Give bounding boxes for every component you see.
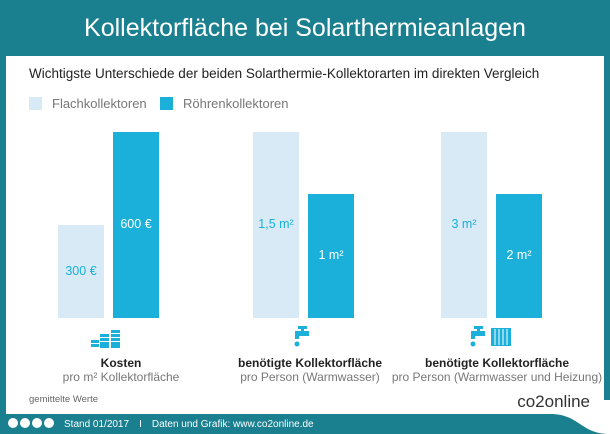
footer-stand: Stand 01/2017	[64, 418, 130, 430]
bar-roehren-0: 600 €	[113, 132, 159, 318]
category-label-warmwasser: benötigte Kollektorfläche pro Person (War…	[195, 356, 425, 384]
category-label-heizung: benötigte Kollektorfläche pro Person (War…	[382, 356, 610, 384]
bar-roehren-2: 2 m²	[496, 194, 542, 318]
category-sub: pro Person (Warmwasser)	[240, 370, 380, 384]
bar-roehren-1: 1 m²	[308, 194, 354, 318]
legend-label: Flachkollektoren	[52, 96, 147, 111]
legend-flachkollektoren: Flachkollektoren	[29, 96, 147, 111]
bar-flach-0: 300 €	[58, 225, 104, 318]
data-label: 3 m²	[451, 217, 477, 231]
money-stack-icon	[91, 330, 120, 348]
data-label: 1,5 m²	[258, 217, 294, 231]
data-label: 600 €	[120, 217, 152, 231]
data-label: 300 €	[65, 263, 97, 278]
category-title: benötigte Kollektorfläche	[237, 356, 383, 370]
legend-swatch	[29, 97, 42, 110]
category-sub: pro Person (Warmwasser und Heizung)	[391, 370, 603, 384]
data-label: 2 m²	[506, 248, 532, 262]
category-title: Kosten	[100, 356, 142, 370]
chart-panel: Wichtigste Unterschiede der beiden Solar…	[6, 56, 604, 414]
footer-credit[interactable]: Daten und Grafik: www.co2online.de	[151, 418, 314, 430]
category-sub: pro m² Kollektorfläche	[62, 370, 180, 384]
creative-commons-icons	[8, 417, 56, 431]
footnote: gemittelte Werte	[29, 394, 98, 405]
tap-and-radiator-icon	[470, 326, 511, 347]
bar-flach-2: 3 m²	[441, 132, 487, 318]
footer: Stand 01/2017 I Daten und Grafik: www.co…	[0, 414, 610, 434]
page-title: Kollektorfläche bei Solarthermieanlagen	[84, 13, 526, 42]
data-label: 1 m²	[318, 248, 344, 262]
legend-swatch	[160, 97, 173, 110]
category-label-kosten: Kosten pro m² Kollektorfläche	[6, 356, 236, 384]
bar-flach-1: 1,5 m²	[253, 132, 299, 318]
category-title: benötigte Kollektorfläche	[424, 356, 570, 370]
brand-logo: co2online	[517, 392, 590, 411]
legend-label: Röhrenkollektoren	[183, 96, 289, 111]
water-tap-icon	[294, 326, 309, 347]
footer-curve	[440, 400, 610, 434]
legend-roehrenkollektoren: Röhrenkollektoren	[160, 96, 289, 111]
footer-separator: I	[139, 418, 142, 430]
chart-subtitle: Wichtigste Unterschiede der beiden Solar…	[29, 66, 540, 81]
